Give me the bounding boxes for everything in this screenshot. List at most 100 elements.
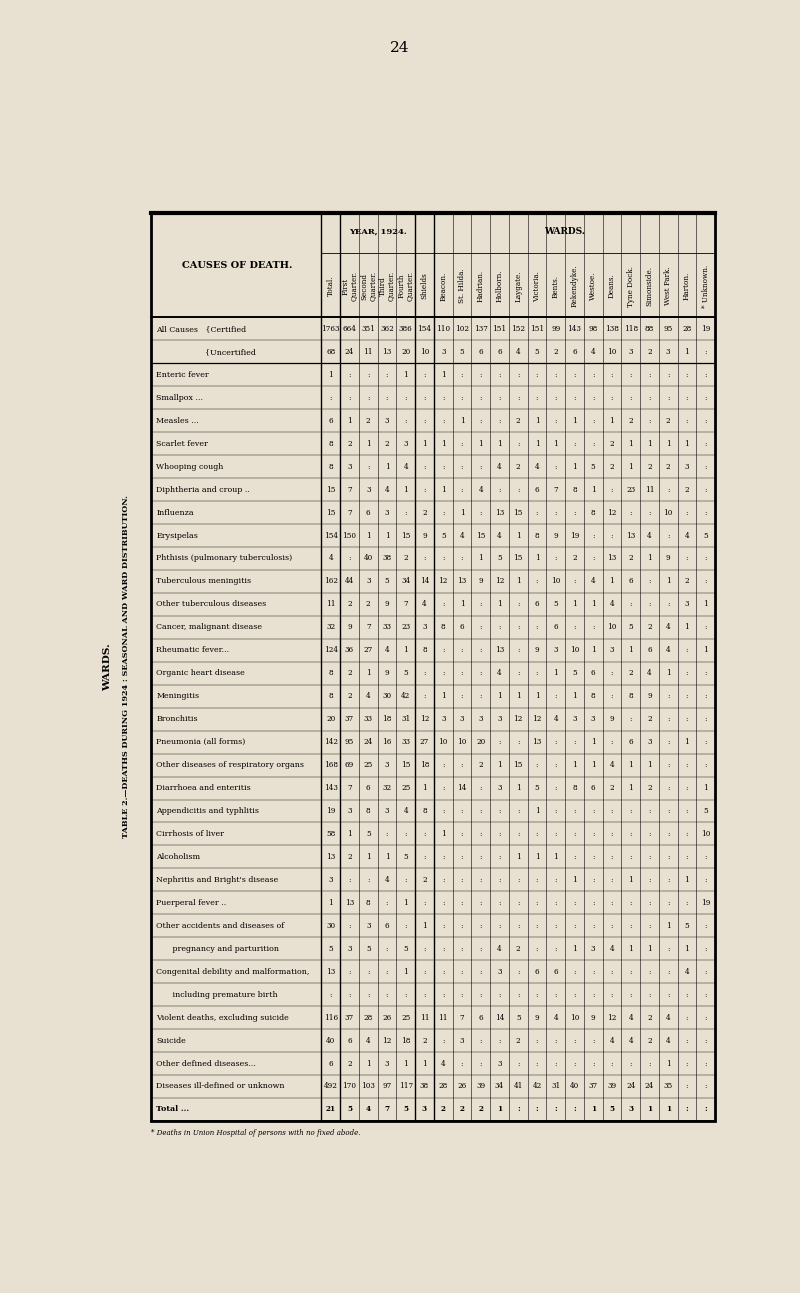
Text: CAUSES OF DEATH.: CAUSES OF DEATH. bbox=[182, 261, 293, 270]
Text: :: : bbox=[648, 371, 650, 379]
Text: :: : bbox=[536, 670, 538, 678]
Text: :: : bbox=[592, 967, 594, 976]
Text: 1: 1 bbox=[478, 440, 483, 447]
Text: :: : bbox=[554, 899, 557, 906]
Text: 4: 4 bbox=[647, 670, 652, 678]
Text: :: : bbox=[686, 853, 688, 861]
Text: :: : bbox=[705, 738, 707, 746]
Text: 6: 6 bbox=[478, 348, 483, 356]
Text: 9: 9 bbox=[610, 715, 614, 723]
Text: :: : bbox=[705, 853, 707, 861]
Text: 4: 4 bbox=[666, 1037, 670, 1045]
Text: 2: 2 bbox=[347, 670, 352, 678]
Text: 9: 9 bbox=[385, 600, 390, 609]
Text: :: : bbox=[517, 623, 519, 631]
Text: 3: 3 bbox=[385, 762, 390, 769]
Text: 138: 138 bbox=[605, 325, 619, 332]
Text: 1: 1 bbox=[403, 1059, 408, 1068]
Text: 3: 3 bbox=[685, 463, 689, 471]
Text: :: : bbox=[367, 875, 370, 884]
Text: 1: 1 bbox=[554, 670, 558, 678]
Text: 10: 10 bbox=[607, 623, 617, 631]
Text: :: : bbox=[592, 531, 594, 539]
Text: 8: 8 bbox=[534, 531, 539, 539]
Text: 10: 10 bbox=[663, 508, 673, 517]
Text: 37: 37 bbox=[345, 1014, 354, 1021]
Text: :: : bbox=[610, 692, 613, 701]
Text: :: : bbox=[386, 967, 388, 976]
Text: 15: 15 bbox=[514, 555, 523, 562]
Text: 42: 42 bbox=[532, 1082, 542, 1090]
Text: 31: 31 bbox=[551, 1082, 560, 1090]
Text: :: : bbox=[705, 578, 707, 586]
Text: 3: 3 bbox=[497, 1059, 502, 1068]
Text: 24: 24 bbox=[645, 1082, 654, 1090]
Text: :: : bbox=[461, 853, 463, 861]
Text: 4: 4 bbox=[591, 348, 595, 356]
Text: 11: 11 bbox=[326, 600, 335, 609]
Text: WARDS.: WARDS. bbox=[103, 643, 113, 690]
Text: Erysipelas: Erysipelas bbox=[157, 531, 198, 539]
Text: 5: 5 bbox=[703, 807, 708, 815]
Text: 5: 5 bbox=[534, 348, 539, 356]
Text: :: : bbox=[573, 922, 576, 930]
Text: 3: 3 bbox=[366, 578, 370, 586]
Text: 13: 13 bbox=[326, 853, 335, 861]
Text: 1: 1 bbox=[572, 416, 577, 424]
Text: :: : bbox=[517, 830, 519, 838]
Text: 8: 8 bbox=[591, 508, 595, 517]
Text: :: : bbox=[348, 875, 350, 884]
Text: :: : bbox=[554, 555, 557, 562]
Text: 2: 2 bbox=[647, 1037, 652, 1045]
Text: 4: 4 bbox=[366, 1106, 370, 1113]
Text: :: : bbox=[517, 922, 519, 930]
Text: 5: 5 bbox=[591, 463, 595, 471]
Text: 95: 95 bbox=[345, 738, 354, 746]
Text: 1: 1 bbox=[554, 853, 558, 861]
Text: :: : bbox=[498, 623, 501, 631]
Text: 5: 5 bbox=[403, 945, 408, 953]
Text: 143: 143 bbox=[567, 325, 582, 332]
Text: 32: 32 bbox=[326, 623, 335, 631]
Text: :: : bbox=[705, 623, 707, 631]
Text: 1: 1 bbox=[666, 1106, 670, 1113]
Text: 12: 12 bbox=[494, 578, 504, 586]
Text: 10: 10 bbox=[570, 1014, 579, 1021]
Text: 33: 33 bbox=[364, 715, 373, 723]
Text: :: : bbox=[592, 416, 594, 424]
Text: 1: 1 bbox=[534, 555, 539, 562]
Text: :: : bbox=[423, 830, 426, 838]
Text: :: : bbox=[686, 371, 688, 379]
Text: :: : bbox=[686, 762, 688, 769]
Text: 4: 4 bbox=[685, 967, 690, 976]
Text: 3: 3 bbox=[685, 600, 689, 609]
Text: 5: 5 bbox=[572, 670, 577, 678]
Text: :: : bbox=[554, 784, 557, 793]
Text: :: : bbox=[610, 486, 613, 494]
Text: :: : bbox=[423, 853, 426, 861]
Text: 2: 2 bbox=[347, 600, 352, 609]
Text: Holborn.: Holborn. bbox=[495, 270, 503, 303]
Text: :: : bbox=[705, 416, 707, 424]
Text: Laygate.: Laygate. bbox=[514, 270, 522, 301]
Text: 3: 3 bbox=[478, 715, 483, 723]
Text: Pneumonia (all forms): Pneumonia (all forms) bbox=[157, 738, 246, 746]
Text: :: : bbox=[686, 692, 688, 701]
Text: 5: 5 bbox=[366, 830, 370, 838]
Text: 1: 1 bbox=[516, 578, 521, 586]
Text: 3: 3 bbox=[460, 1037, 464, 1045]
Text: :: : bbox=[554, 416, 557, 424]
Text: :: : bbox=[592, 440, 594, 447]
Text: 143: 143 bbox=[324, 784, 338, 793]
Text: :: : bbox=[536, 1059, 538, 1068]
Text: 9: 9 bbox=[554, 531, 558, 539]
Text: :: : bbox=[573, 578, 576, 586]
Text: 1: 1 bbox=[403, 371, 408, 379]
Text: :: : bbox=[630, 1059, 632, 1068]
Text: 1: 1 bbox=[685, 875, 690, 884]
Text: :: : bbox=[554, 371, 557, 379]
Text: 10: 10 bbox=[420, 348, 429, 356]
Text: 5: 5 bbox=[460, 348, 464, 356]
Text: :: : bbox=[610, 922, 613, 930]
Text: :: : bbox=[573, 1037, 576, 1045]
